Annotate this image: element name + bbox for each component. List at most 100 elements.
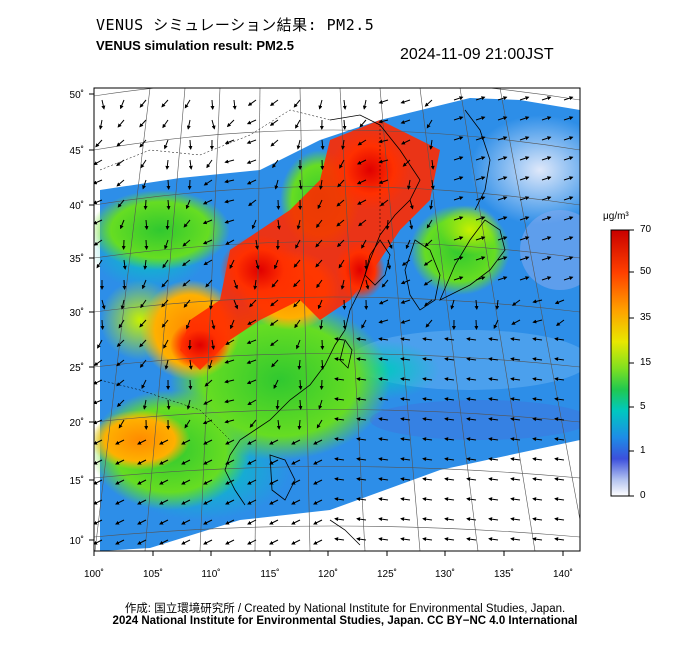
wind-arrow <box>425 319 433 328</box>
wind-arrow <box>139 139 147 148</box>
lon-label: 100˚ <box>84 568 104 580</box>
wind-arrow <box>336 219 345 227</box>
wind-arrow <box>94 359 103 366</box>
wind-arrow <box>117 119 125 128</box>
wind-arrow <box>225 539 235 545</box>
wind-arrow <box>206 159 213 169</box>
wind-arrow <box>334 357 345 362</box>
wind-arrow <box>453 216 464 221</box>
forecast-timestamp: 2024-11-09 21:00JST <box>400 46 554 63</box>
wind-arrow <box>203 499 213 505</box>
lon-label: 135˚ <box>494 568 514 580</box>
wind-arrow <box>385 219 390 230</box>
wind-arrow <box>246 339 257 345</box>
wind-arrow <box>163 339 169 349</box>
wind-arrow <box>342 99 347 110</box>
wind-arrow <box>143 259 148 270</box>
wind-arrow <box>429 139 434 150</box>
wind-arrow <box>101 299 106 310</box>
wind-arrow <box>161 299 169 308</box>
lat-label: 15˚ <box>70 475 84 487</box>
wind-arrow <box>204 379 213 387</box>
wind-arrow <box>541 236 552 241</box>
wind-arrow <box>497 236 508 241</box>
wind-arrow <box>356 377 367 382</box>
wind-arrow <box>341 139 346 150</box>
wind-arrow <box>181 439 191 445</box>
wind-arrow <box>541 196 552 201</box>
wind-arrow <box>255 259 260 270</box>
wind-arrow <box>444 377 455 382</box>
wind-arrow <box>488 457 499 462</box>
wind-arrow <box>296 139 301 150</box>
wind-arrow <box>224 379 235 384</box>
wind-arrow <box>475 116 486 121</box>
wind-arrow <box>140 299 147 309</box>
wind-arrow <box>519 216 530 221</box>
wind-arrow <box>400 417 411 422</box>
wind-arrow <box>356 159 367 165</box>
wind-arrow <box>532 477 543 482</box>
wind-arrow <box>119 99 125 110</box>
wind-arrow <box>563 196 574 201</box>
colorbar-label: 35 <box>640 312 652 323</box>
wind-arrow <box>422 337 433 342</box>
wind-arrow <box>269 99 279 107</box>
wind-arrow <box>475 196 486 201</box>
wind-arrow <box>141 379 147 389</box>
wind-arrow <box>400 337 411 342</box>
wind-arrow <box>541 176 552 181</box>
wind-arrow <box>422 397 433 402</box>
wind-arrow <box>203 479 213 485</box>
wind-arrow <box>488 337 499 342</box>
wind-arrow <box>563 176 574 181</box>
wind-arrow <box>298 399 303 410</box>
wind-arrow <box>466 497 477 502</box>
wind-arrow <box>211 319 216 330</box>
wind-arrow <box>334 457 345 462</box>
wind-arrow <box>422 437 433 442</box>
wind-arrow <box>532 437 543 442</box>
wind-arrow <box>444 537 455 542</box>
wind-arrow <box>225 479 235 485</box>
wind-arrow <box>224 219 235 224</box>
wind-arrow <box>334 537 345 542</box>
wind-arrow <box>563 236 574 241</box>
wind-arrow <box>295 119 301 129</box>
wind-arrow <box>202 419 213 425</box>
wind-arrow <box>554 337 565 342</box>
wind-arrow <box>94 479 103 485</box>
wind-arrow <box>208 359 213 370</box>
wind-arrow <box>291 439 301 445</box>
wind-arrow <box>247 439 257 445</box>
wind-arrow <box>563 256 574 261</box>
wind-arrow <box>269 459 279 465</box>
wind-arrow <box>387 259 392 270</box>
wind-arrow <box>142 179 147 190</box>
wind-arrow <box>429 199 434 210</box>
wind-arrow <box>276 199 281 210</box>
wind-arrow <box>159 499 169 505</box>
colorbar-label: 1 <box>640 445 646 456</box>
wind-arrow <box>510 537 521 542</box>
wind-arrow <box>378 437 389 442</box>
wind-arrow <box>211 119 216 130</box>
wind-arrow <box>453 156 464 161</box>
lat-label: 10˚ <box>70 535 84 547</box>
lon-label: 115˚ <box>260 568 279 580</box>
wind-arrow <box>202 219 213 225</box>
wind-arrow <box>378 497 389 502</box>
wind-arrow <box>184 99 191 109</box>
wind-arrow <box>116 159 125 167</box>
wind-arrow <box>453 276 464 281</box>
wind-arrow <box>163 139 169 150</box>
wind-arrow <box>444 477 455 482</box>
wind-arrow <box>97 339 103 349</box>
wind-arrow <box>563 216 574 221</box>
wind-arrow <box>185 199 191 210</box>
wind-arrow <box>444 417 455 422</box>
wind-arrow <box>378 159 389 164</box>
wind-arrow <box>453 96 464 101</box>
wind-arrow <box>532 537 543 542</box>
wind-arrow <box>247 519 257 525</box>
